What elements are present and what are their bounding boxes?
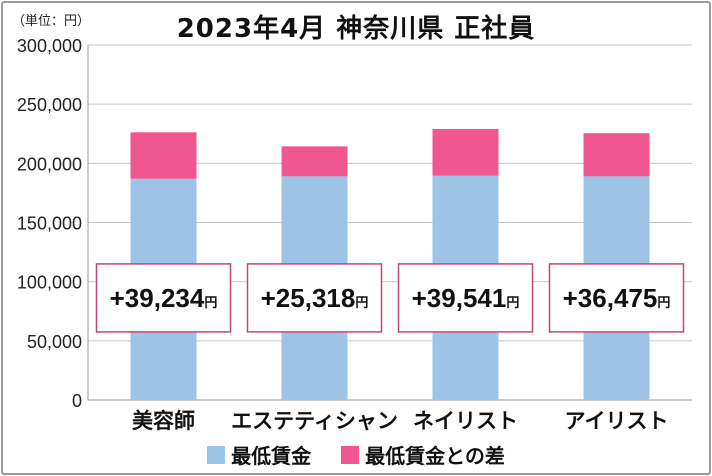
difference-data-label: +39,234円 — [110, 283, 218, 313]
difference-data-label: +25,318円 — [261, 283, 369, 313]
legend-swatch-min-wage — [207, 445, 226, 464]
difference-label-box — [95, 263, 232, 333]
x-category-label: エステティシャン — [231, 409, 398, 433]
y-tick-label: 150,000 — [17, 214, 82, 234]
difference-label-box — [548, 263, 685, 333]
y-tick-label: 300,000 — [17, 36, 82, 56]
legend-item-min-wage: 最低賃金 — [207, 440, 311, 469]
y-tick-label: 50,000 — [27, 332, 82, 352]
legend-label-min-wage: 最低賃金 — [231, 444, 312, 468]
legend-swatch-difference — [341, 445, 360, 464]
bar-difference — [281, 146, 348, 177]
bar-difference — [432, 128, 499, 176]
difference-label-box — [246, 263, 383, 333]
x-category-label: ネイリスト — [413, 409, 518, 433]
x-category-label: 美容師 — [132, 409, 195, 433]
y-tick-label: 250,000 — [17, 95, 82, 115]
chart-title: 2023年4月 神奈川県 正社員 — [176, 14, 536, 44]
legend: 最低賃金 最低賃金との差 — [0, 440, 712, 469]
y-tick-label: 200,000 — [17, 154, 82, 174]
difference-label-box — [397, 263, 534, 333]
bar-difference — [583, 133, 650, 177]
difference-data-label: +39,541円 — [412, 283, 520, 313]
legend-item-difference: 最低賃金との差 — [341, 440, 505, 469]
unit-label: （単位：円） — [12, 14, 91, 29]
y-tick-label: 100,000 — [17, 273, 82, 293]
x-category-label: アイリスト — [565, 409, 669, 433]
difference-data-label: +36,475円 — [563, 283, 671, 313]
bar-difference — [130, 132, 197, 179]
y-tick-label: 0 — [72, 391, 82, 411]
legend-label-difference: 最低賃金との差 — [365, 444, 505, 468]
